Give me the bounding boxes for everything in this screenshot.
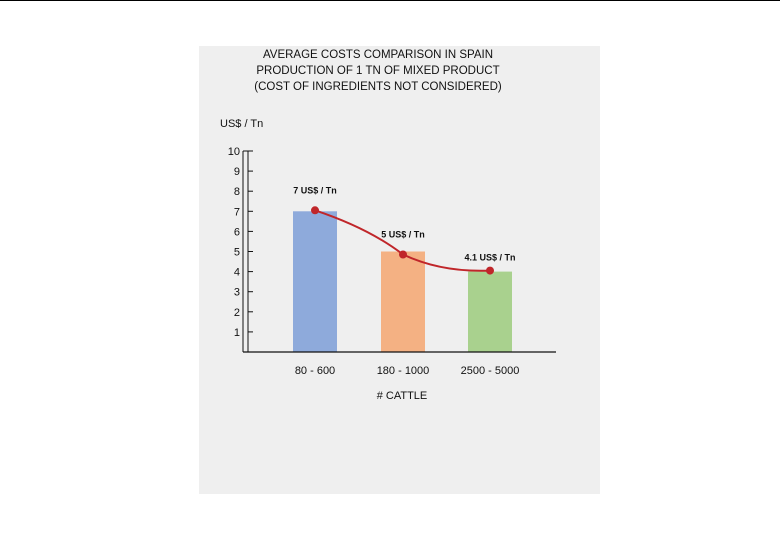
data-label-3: 4.1 US$ / Tn — [464, 253, 515, 263]
chart-title: AVERAGE COSTS COMPARISON IN SPAIN PRODUC… — [254, 49, 502, 93]
title-line-1: AVERAGE COSTS COMPARISON IN SPAIN — [263, 49, 493, 61]
y-axis-label: US$ / Tn — [220, 118, 263, 130]
x-tick-label-2: 180 - 1000 — [377, 365, 430, 377]
trend-marker-3 — [486, 266, 494, 275]
trend-marker-1 — [311, 206, 319, 215]
bar-1 — [293, 211, 337, 352]
y-tick-label-1: 1 — [234, 327, 240, 339]
title-line-2: PRODUCTION OF 1 TN OF MIXED PRODUCT — [256, 65, 499, 77]
title-line-3: (COST OF INGREDIENTS NOT CONSIDERED) — [254, 81, 502, 93]
y-tick-label-5: 5 — [234, 247, 240, 259]
x-tick-label-3: 2500 - 5000 — [461, 365, 520, 377]
bar-2 — [381, 251, 425, 352]
x-tick-label-1: 80 - 600 — [295, 365, 335, 377]
y-tick-label-9: 9 — [234, 166, 240, 178]
y-tick-label-6: 6 — [234, 226, 240, 238]
y-tick-label-2: 2 — [234, 307, 240, 319]
x-axis-label: # CATTLE — [377, 390, 428, 402]
y-tick-label-7: 7 — [234, 206, 240, 218]
top-border-line — [0, 0, 780, 1]
trend-marker-2 — [399, 250, 407, 259]
y-tick-label-3: 3 — [234, 287, 240, 299]
bar-3 — [468, 271, 512, 352]
y-tick-label-4: 4 — [234, 267, 240, 279]
data-label-2: 5 US$ / Tn — [381, 230, 425, 240]
y-tick-label-8: 8 — [234, 186, 240, 198]
data-label-1: 7 US$ / Tn — [293, 185, 337, 195]
y-tick-label-10: 10 — [228, 146, 240, 158]
